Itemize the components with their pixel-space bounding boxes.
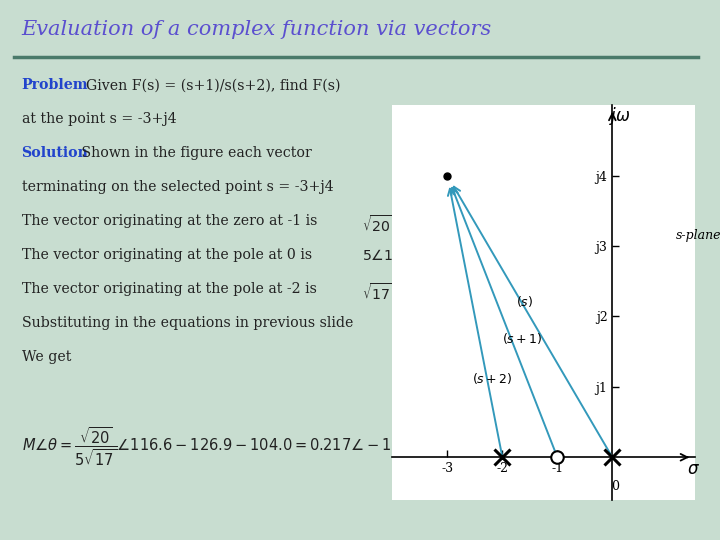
Text: The vector originating at the pole at -2 is: The vector originating at the pole at -2… bbox=[22, 282, 321, 296]
Text: $j\omega$: $j\omega$ bbox=[608, 105, 630, 127]
Text: $(s)$: $(s)$ bbox=[516, 294, 534, 309]
Text: terminating on the selected point s = -3+j4: terminating on the selected point s = -3… bbox=[22, 180, 333, 194]
Text: Solution: Solution bbox=[22, 146, 89, 160]
Text: Shown in the figure each vector: Shown in the figure each vector bbox=[77, 146, 312, 160]
Text: at the point s = -3+j4: at the point s = -3+j4 bbox=[22, 112, 176, 126]
Text: We get: We get bbox=[22, 350, 71, 365]
Text: Problem: Problem bbox=[22, 78, 89, 92]
Text: The vector originating at the zero at -1 is: The vector originating at the zero at -1… bbox=[22, 214, 321, 228]
Text: $(s+2)$: $(s+2)$ bbox=[472, 372, 513, 386]
Text: $(s+1)$: $(s+1)$ bbox=[503, 331, 543, 346]
Text: Evaluation of a complex function via vectors: Evaluation of a complex function via vec… bbox=[22, 20, 492, 39]
Text: $5\angle126.9^\circ$: $5\angle126.9^\circ$ bbox=[362, 248, 433, 264]
Text: The vector originating at the pole at 0 is: The vector originating at the pole at 0 … bbox=[22, 248, 325, 262]
Text: $\sigma$: $\sigma$ bbox=[687, 462, 700, 478]
Text: 0: 0 bbox=[611, 480, 619, 493]
Text: $\sqrt{17}\angle104.0^\circ$: $\sqrt{17}\angle104.0^\circ$ bbox=[362, 282, 454, 303]
Text: $\sqrt{20}\angle116.6^\circ$: $\sqrt{20}\angle116.6^\circ$ bbox=[362, 214, 454, 235]
Text: $M\angle\theta = \dfrac{\sqrt{20}}{5\sqrt{17}}\angle116.6 - 126.9 - 104.0 = 0.21: $M\angle\theta = \dfrac{\sqrt{20}}{5\sqr… bbox=[22, 426, 432, 468]
Text: s-plane: s-plane bbox=[675, 229, 720, 242]
Text: Substituting in the equations in previous slide: Substituting in the equations in previou… bbox=[22, 316, 353, 330]
Text: Given F(s) = (s+1)/s(s+2), find F(s): Given F(s) = (s+1)/s(s+2), find F(s) bbox=[77, 78, 341, 92]
